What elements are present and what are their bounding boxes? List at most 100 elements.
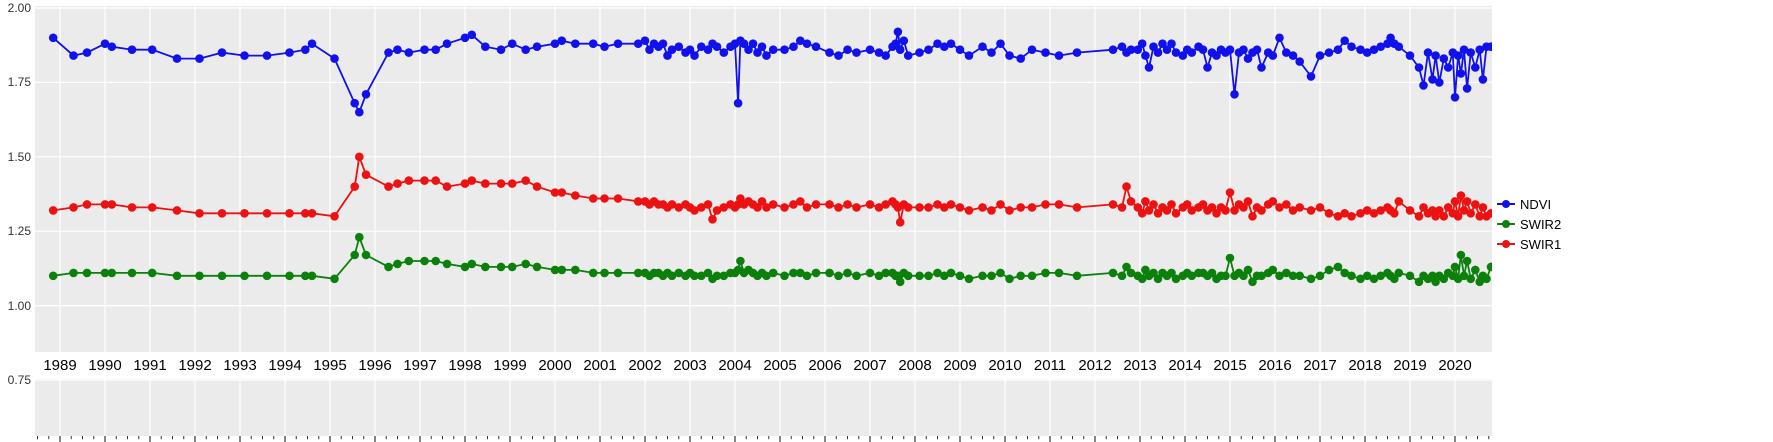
data-point[interactable]: [588, 39, 598, 48]
data-point[interactable]: [1167, 39, 1176, 48]
data-point[interactable]: [613, 39, 623, 48]
data-point[interactable]: [978, 271, 987, 281]
data-point[interactable]: [48, 271, 58, 281]
data-point[interactable]: [532, 42, 542, 51]
data-point[interactable]: [82, 48, 92, 57]
data-point[interactable]: [874, 203, 884, 212]
data-point[interactable]: [195, 271, 204, 281]
data-point[interactable]: [1405, 206, 1415, 215]
data-point[interactable]: [987, 48, 996, 57]
data-point[interactable]: [768, 200, 778, 209]
data-point[interactable]: [1450, 197, 1460, 206]
data-point[interactable]: [667, 200, 677, 209]
data-point[interactable]: [330, 212, 339, 221]
data-point[interactable]: [1431, 51, 1440, 60]
data-point[interactable]: [107, 42, 117, 51]
data-point[interactable]: [703, 268, 713, 278]
data-point[interactable]: [780, 271, 789, 281]
data-point[interactable]: [924, 271, 933, 281]
data-point[interactable]: [1167, 268, 1176, 278]
data-point[interactable]: [1153, 48, 1163, 57]
data-point[interactable]: [107, 268, 117, 278]
data-point[interactable]: [796, 268, 805, 278]
data-point[interactable]: [82, 200, 92, 209]
data-point[interactable]: [507, 179, 517, 188]
data-point[interactable]: [1268, 265, 1278, 275]
data-point[interactable]: [940, 42, 949, 51]
data-point[interactable]: [330, 274, 339, 284]
data-point[interactable]: [1405, 51, 1415, 60]
data-point[interactable]: [1212, 51, 1221, 60]
data-point[interactable]: [217, 48, 227, 57]
data-point[interactable]: [600, 42, 609, 51]
data-point[interactable]: [82, 268, 92, 278]
data-point[interactable]: [834, 203, 843, 212]
data-point[interactable]: [768, 45, 778, 54]
data-point[interactable]: [881, 200, 890, 209]
data-point[interactable]: [753, 48, 762, 57]
data-point[interactable]: [1456, 191, 1466, 200]
data-point[interactable]: [1376, 271, 1385, 281]
data-point[interactable]: [874, 271, 884, 281]
data-point[interactable]: [1225, 45, 1235, 54]
data-point[interactable]: [903, 51, 913, 60]
data-point[interactable]: [1133, 45, 1143, 54]
data-point[interactable]: [825, 268, 834, 278]
data-point[interactable]: [1243, 197, 1253, 206]
data-point[interactable]: [1268, 197, 1278, 206]
data-point[interactable]: [1016, 54, 1025, 63]
data-point[interactable]: [796, 197, 805, 206]
data-point[interactable]: [1257, 63, 1266, 72]
data-point[interactable]: [1443, 63, 1453, 72]
data-point[interactable]: [1471, 200, 1480, 209]
data-point[interactable]: [496, 262, 506, 272]
data-point[interactable]: [1178, 51, 1188, 60]
data-point[interactable]: [1419, 81, 1428, 90]
data-point[interactable]: [881, 268, 890, 278]
data-point[interactable]: [757, 42, 767, 51]
data-point[interactable]: [1306, 274, 1316, 284]
data-point[interactable]: [1239, 45, 1248, 54]
data-point[interactable]: [762, 271, 771, 281]
data-point[interactable]: [1275, 271, 1284, 281]
data-point[interactable]: [393, 179, 402, 188]
data-point[interactable]: [1482, 274, 1491, 284]
data-point[interactable]: [1054, 51, 1064, 60]
data-point[interactable]: [674, 42, 684, 51]
data-point[interactable]: [865, 200, 875, 209]
data-point[interactable]: [1225, 188, 1235, 197]
data-point[interactable]: [1462, 256, 1472, 266]
data-point[interactable]: [1315, 51, 1325, 60]
data-point[interactable]: [1414, 277, 1424, 287]
data-point[interactable]: [217, 209, 227, 218]
data-point[interactable]: [550, 39, 560, 48]
data-point[interactable]: [1453, 212, 1463, 221]
data-point[interactable]: [1207, 203, 1217, 212]
data-point[interactable]: [1108, 200, 1118, 209]
data-point[interactable]: [1333, 45, 1343, 54]
data-point[interactable]: [852, 203, 861, 212]
data-point[interactable]: [147, 203, 157, 212]
data-point[interactable]: [1288, 271, 1298, 281]
data-point[interactable]: [933, 268, 942, 278]
data-point[interactable]: [1149, 42, 1158, 51]
data-point[interactable]: [1282, 48, 1291, 57]
data-point[interactable]: [658, 39, 668, 48]
data-point[interactable]: [1072, 271, 1082, 281]
data-point[interactable]: [600, 268, 609, 278]
data-point[interactable]: [663, 51, 672, 60]
data-point[interactable]: [301, 45, 310, 54]
data-point[interactable]: [996, 39, 1005, 48]
data-point[interactable]: [802, 203, 812, 212]
data-point[interactable]: [736, 256, 745, 266]
data-point[interactable]: [895, 218, 905, 227]
data-point[interactable]: [404, 176, 414, 185]
data-point[interactable]: [748, 39, 758, 48]
data-point[interactable]: [1419, 203, 1428, 212]
data-point[interactable]: [420, 45, 429, 54]
data-point[interactable]: [1248, 212, 1257, 221]
data-point[interactable]: [127, 45, 137, 54]
data-point[interactable]: [1027, 45, 1037, 54]
data-point[interactable]: [1295, 271, 1304, 281]
data-point[interactable]: [1453, 51, 1463, 60]
